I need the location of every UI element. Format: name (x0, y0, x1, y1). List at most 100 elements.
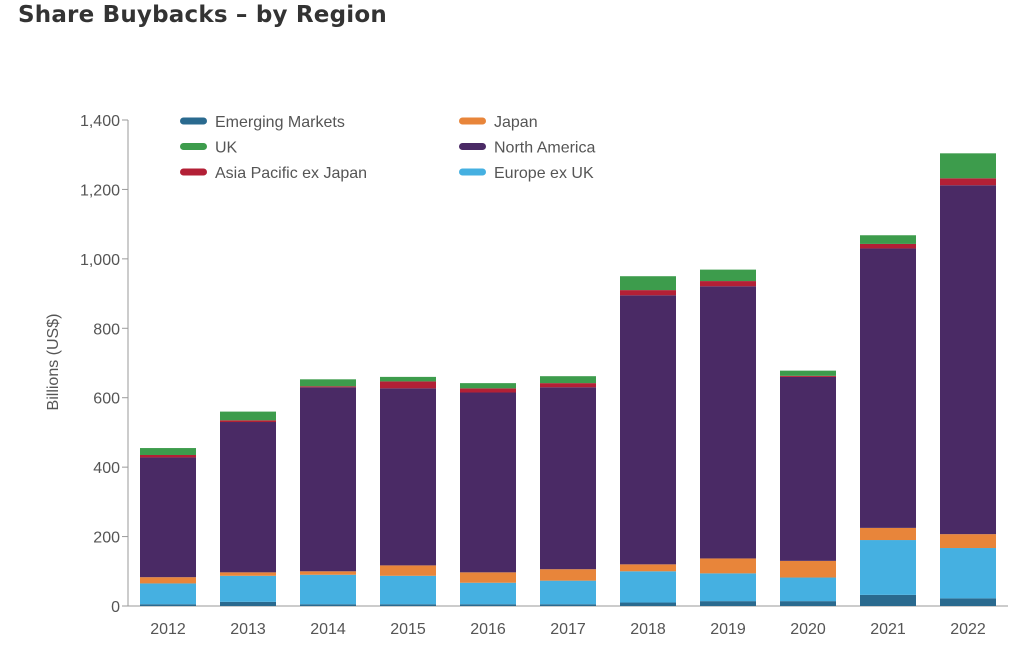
legend-label: Europe ex UK (494, 165, 594, 182)
bar-segment (860, 235, 916, 244)
bar-segment (380, 604, 436, 606)
y-tick-label: 1,000 (80, 252, 120, 269)
x-tick-label: 2021 (870, 621, 906, 638)
legend-label: Asia Pacific ex Japan (215, 165, 367, 182)
y-tick-label: 0 (111, 599, 120, 616)
bar-segment (140, 457, 196, 578)
y-tick-label: 1,400 (80, 113, 120, 130)
bar-segment (300, 379, 356, 387)
bar-segment (700, 558, 756, 574)
bar-segment (220, 572, 276, 576)
bar-segment (620, 276, 676, 291)
bar-segment (780, 370, 836, 376)
bar-segment (380, 575, 436, 605)
y-tick-label: 200 (93, 530, 120, 547)
bar-segment (140, 604, 196, 606)
bar-segment (700, 281, 756, 287)
bar-segment (540, 604, 596, 606)
bar-segment (940, 153, 996, 179)
bar-segment (380, 376, 436, 382)
chart-legend: Emerging Markets Japan UK North America Asia… (180, 114, 595, 182)
bar-segment (300, 574, 356, 605)
bar-segment (860, 527, 916, 541)
bar-segment (540, 383, 596, 388)
legend-label: Japan (494, 114, 538, 131)
bar-segment (220, 575, 276, 602)
bar-segment (300, 387, 356, 572)
bar-segment (780, 601, 836, 606)
legend-label: UK (215, 140, 238, 157)
bar-segment (380, 565, 436, 576)
x-tick-label: 2013 (230, 621, 266, 638)
x-tick-label: 2016 (470, 621, 506, 638)
bar-segment (380, 381, 436, 389)
page-title: Share Buybacks – by Region (18, 2, 387, 28)
bar-segment (300, 386, 356, 388)
legend-swatch (180, 168, 207, 176)
bar-segment (540, 387, 596, 570)
bar-segment (700, 286, 756, 559)
legend-swatch (180, 117, 207, 125)
bar-segment (140, 583, 196, 605)
bar-segment (460, 383, 516, 389)
bar-segment (620, 290, 676, 296)
chart-axes: 0 200 400 600 800 1,000 1,200 1,400 2012 2013 2014… (80, 113, 1008, 638)
bar-segment (860, 540, 916, 595)
bar-segment (460, 392, 516, 573)
y-tick-label: 400 (93, 460, 120, 477)
bar-segment (700, 601, 756, 606)
bar-segment (940, 534, 996, 549)
legend-label: Emerging Markets (215, 114, 345, 131)
chart-bars (140, 153, 996, 606)
x-tick-label: 2018 (630, 621, 666, 638)
x-tick-label: 2019 (710, 621, 746, 638)
bar-segment (860, 248, 916, 528)
bar-segment (780, 577, 836, 602)
y-tick-label: 1,200 (80, 182, 120, 199)
legend-swatch (459, 117, 486, 125)
bar-segment (780, 560, 836, 578)
legend-swatch (180, 143, 207, 150)
bar-segment (460, 572, 516, 583)
bar-segment (220, 422, 276, 573)
bar-segment (300, 571, 356, 575)
bar-segment (940, 548, 996, 599)
bar-segment (860, 594, 916, 606)
bar-segment (220, 420, 276, 423)
legend-label: North America (494, 140, 595, 157)
bar-segment (620, 564, 676, 572)
bar-segment (940, 185, 996, 535)
bar-segment (460, 388, 516, 393)
bar-segment (620, 602, 676, 606)
bar-segment (140, 448, 196, 455)
bar-segment (780, 376, 836, 561)
bar-segment (940, 178, 996, 186)
bar-segment (380, 388, 436, 566)
bar-segment (220, 411, 276, 421)
bar-segment (860, 243, 916, 249)
bar-segment (940, 598, 996, 606)
bar-segment (700, 269, 756, 282)
bar-segment (460, 582, 516, 605)
bar-segment (460, 604, 516, 606)
x-tick-label: 2014 (310, 621, 346, 638)
bar-segment (540, 580, 596, 605)
x-tick-label: 2020 (790, 621, 826, 638)
x-tick-label: 2017 (550, 621, 586, 638)
bar-segment (140, 454, 196, 458)
x-tick-label: 2012 (150, 621, 186, 638)
bar-segment (620, 295, 676, 565)
y-tick-label: 600 (93, 391, 120, 408)
legend-swatch (459, 168, 486, 176)
bar-segment (140, 577, 196, 584)
bar-segment (540, 569, 596, 581)
legend-swatch (459, 143, 486, 150)
x-tick-label: 2022 (950, 621, 986, 638)
bar-segment (540, 376, 596, 384)
x-tick-label: 2015 (390, 621, 426, 638)
y-tick-label: 800 (93, 321, 120, 338)
bar-segment (620, 571, 676, 603)
y-axis-title: Billions (US$) (45, 314, 62, 411)
bar-segment (300, 604, 356, 606)
